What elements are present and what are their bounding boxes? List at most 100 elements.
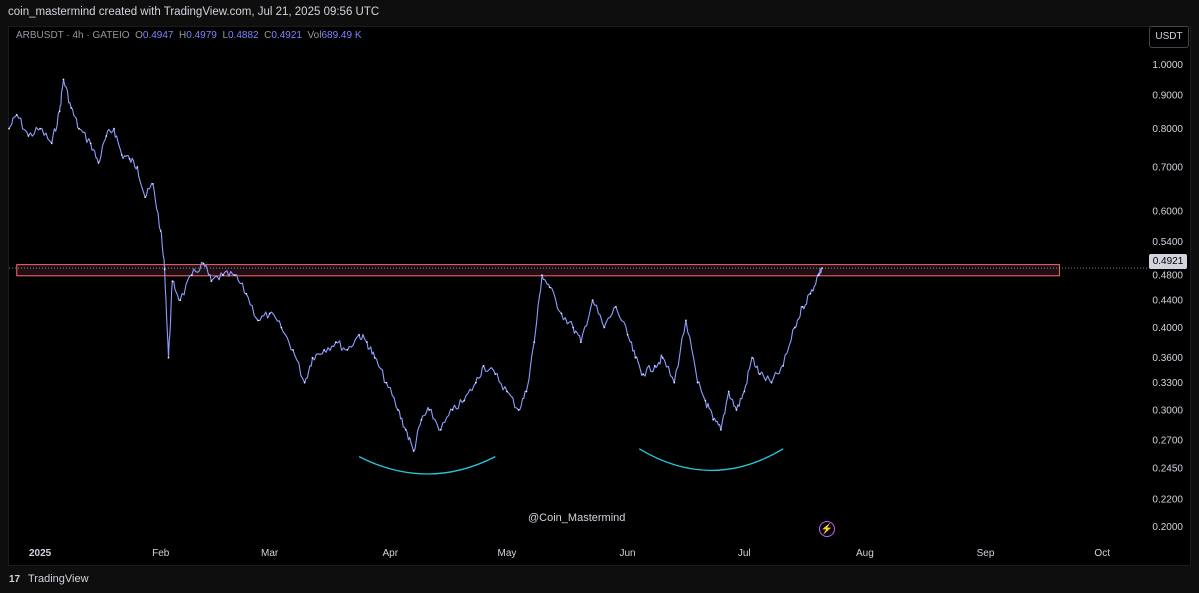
- price-point: [346, 348, 349, 351]
- price-point: [268, 312, 271, 315]
- x-tick-label: 2025: [29, 548, 52, 559]
- x-tick-label: Mar: [261, 548, 279, 559]
- price-point: [39, 127, 42, 130]
- price-point: [257, 319, 259, 322]
- legend-open-label: O: [135, 30, 143, 41]
- price-point: [541, 274, 543, 277]
- price-point: [420, 418, 423, 421]
- price-point: [303, 381, 306, 384]
- price-point: [517, 409, 520, 411]
- y-tick-label: 0.5400: [1152, 237, 1183, 248]
- price-point: [62, 78, 65, 81]
- price-point: [70, 107, 73, 109]
- price-point: [506, 390, 508, 393]
- price-point: [743, 390, 746, 393]
- price-point: [770, 381, 773, 384]
- y-tick-label: 0.8000: [1152, 124, 1183, 135]
- y-tick-label: 0.2450: [1152, 464, 1183, 475]
- legend-high-label: H: [179, 30, 187, 41]
- price-point: [463, 399, 466, 402]
- price-point: [817, 274, 820, 277]
- price-point: [642, 373, 645, 376]
- price-point: [334, 341, 337, 344]
- x-tick-label: Aug: [856, 548, 874, 559]
- price-point: [190, 274, 193, 277]
- x-tick-label: Jun: [620, 548, 636, 559]
- y-tick-label: 0.4400: [1152, 296, 1183, 307]
- price-point: [560, 312, 563, 315]
- price-point: [163, 268, 166, 271]
- price-point: [233, 274, 236, 277]
- y-tick-label: 0.3300: [1152, 378, 1183, 389]
- price-point: [615, 305, 617, 308]
- price-point: [533, 341, 536, 344]
- legend-volume-label: Vol: [307, 30, 322, 41]
- y-tick-label: 0.7000: [1152, 163, 1183, 174]
- y-tick-label: 0.6000: [1152, 207, 1183, 218]
- price-point: [113, 127, 115, 130]
- legend-open-value: 0.4947: [142, 30, 174, 41]
- price-point: [311, 356, 314, 359]
- price-point: [366, 341, 368, 344]
- price-point: [222, 274, 224, 277]
- caption-text: coin_mastermind created with TradingView…: [8, 6, 380, 18]
- price-point: [373, 356, 376, 359]
- price-point: [136, 166, 139, 168]
- price-point: [167, 356, 170, 359]
- price-point: [412, 450, 415, 452]
- price-point: [579, 341, 582, 344]
- price-point: [428, 409, 431, 411]
- price-point: [15, 113, 18, 116]
- y-tick-label: 1.0000: [1152, 60, 1183, 71]
- lightning-bolt-icon[interactable]: ⚡: [819, 521, 835, 537]
- author-watermark: @Coin_Mastermind: [528, 512, 626, 524]
- price-point: [89, 142, 92, 145]
- resistance-zone: [16, 264, 1060, 277]
- price-point: [572, 326, 575, 329]
- current-price-label: 0.4921: [1149, 254, 1187, 269]
- y-tick-label: 0.2700: [1152, 436, 1183, 447]
- price-point: [685, 319, 687, 322]
- price-point: [603, 326, 606, 329]
- price-point: [793, 326, 796, 329]
- legend-volume-value: 689.49 K: [321, 30, 362, 41]
- price-point: [634, 356, 637, 359]
- y-tick-label: 0.4800: [1152, 271, 1183, 282]
- price-point: [451, 409, 454, 411]
- x-tick-label: Feb: [152, 548, 170, 559]
- tradingview-brand: TradingView: [28, 573, 89, 585]
- price-point: [323, 348, 326, 351]
- legend-low-label: L: [222, 30, 228, 41]
- price-point: [120, 154, 123, 156]
- x-tick-label: Oct: [1094, 548, 1110, 559]
- currency-button[interactable]: USDT: [1149, 26, 1189, 48]
- footer-bar: 17 TradingView: [0, 566, 1199, 593]
- price-point: [758, 373, 761, 376]
- price-point: [8, 127, 10, 130]
- price-point: [97, 162, 100, 164]
- price-point: [292, 348, 294, 351]
- price-point: [245, 292, 248, 295]
- price-point: [171, 280, 174, 283]
- price-point: [152, 182, 154, 185]
- price-point: [280, 326, 283, 329]
- price-point: [661, 356, 664, 359]
- chart-panel[interactable]: [8, 26, 1191, 566]
- price-point: [50, 142, 53, 145]
- price-point: [385, 381, 388, 384]
- price-point: [653, 364, 656, 367]
- legend-high-value: 0.4979: [186, 30, 217, 41]
- legend-low-value: 0.4882: [228, 30, 259, 41]
- price-point: [821, 267, 823, 269]
- price-series-line: [8, 78, 823, 452]
- legend-close-label: C: [264, 30, 272, 41]
- x-tick-label: Jul: [738, 548, 751, 559]
- price-point: [626, 333, 629, 336]
- price-point: [591, 299, 594, 302]
- legend-close-value: 0.4921: [271, 30, 302, 41]
- price-point: [801, 305, 804, 308]
- price-point: [27, 135, 30, 137]
- price-point: [712, 418, 715, 421]
- price-point: [58, 110, 61, 113]
